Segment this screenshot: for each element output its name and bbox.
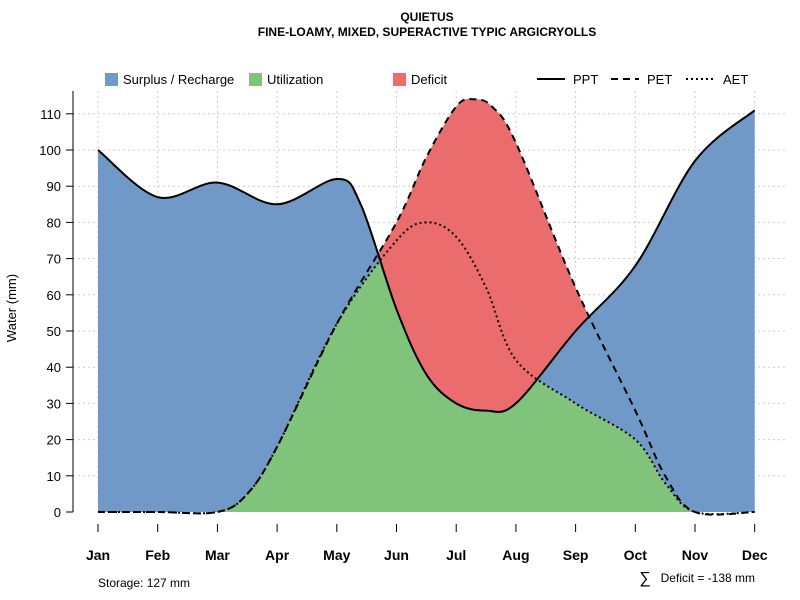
x-tick-label: Jun [384, 547, 409, 563]
y-tick-label: 110 [40, 107, 61, 122]
legend-label-pet: PET [647, 72, 672, 87]
x-tick-label: Dec [742, 547, 768, 563]
x-tick-label: Oct [624, 547, 648, 563]
legend-swatch-surplus [105, 73, 118, 86]
legend-swatch-deficit [393, 73, 406, 86]
x-tick-label: May [323, 547, 350, 563]
legend-label-deficit: Deficit [411, 72, 448, 87]
y-tick-label: 60 [47, 288, 61, 303]
x-tick-label: Jul [446, 547, 466, 563]
x-tick-label: Aug [502, 547, 529, 563]
x-tick-label: Jan [86, 547, 110, 563]
x-ticks: Jan Feb Mar Apr May Jun Jul Aug Sep Oct Nov Dec [86, 524, 768, 563]
y-tick-label: 30 [47, 396, 61, 411]
series-line-ppt [97, 109, 756, 413]
legend-label-aet: AET [723, 72, 748, 87]
y-tick-label: 10 [47, 469, 61, 484]
x-tick-label: Feb [145, 547, 170, 563]
chart-subtitle: FINE-LOAMY, MIXED, SUPERACTIVE TYPIC ARG… [258, 25, 596, 39]
y-tick-label: 0 [54, 505, 61, 520]
y-ticks: 0 10 20 30 40 50 60 70 80 90 100 110 [39, 107, 73, 520]
x-tick-label: Apr [265, 547, 290, 563]
y-tick-label: 20 [47, 433, 61, 448]
y-tick-label: 70 [47, 252, 61, 267]
x-tick-label: Nov [682, 547, 709, 563]
x-tick-label: Sep [563, 547, 589, 563]
legend-label-surplus: Surplus / Recharge [123, 72, 234, 87]
legend: Surplus / Recharge Utilization Deficit P… [105, 72, 748, 87]
x-tick-label: Mar [205, 547, 230, 563]
chart-title: QUIETUS [400, 10, 453, 24]
y-axis-label: Water (mm) [4, 274, 19, 342]
legend-swatch-utilization [249, 73, 262, 86]
legend-label-ppt: PPT [573, 72, 598, 87]
series-lines [97, 98, 756, 516]
series-line-pet [97, 98, 755, 516]
legend-label-utilization: Utilization [267, 72, 323, 87]
y-tick-label: 50 [47, 324, 61, 339]
storage-annotation: Storage: 127 mm [98, 576, 190, 590]
areas [98, 99, 755, 512]
sum-symbol: ∑ [639, 570, 650, 587]
y-tick-label: 90 [47, 179, 61, 194]
y-tick-label: 40 [47, 360, 61, 375]
area-surplus [98, 110, 755, 512]
y-tick-label: 100 [39, 143, 61, 158]
y-tick-label: 80 [47, 215, 61, 230]
deficit-annotation: Deficit = -138 mm [661, 571, 755, 585]
